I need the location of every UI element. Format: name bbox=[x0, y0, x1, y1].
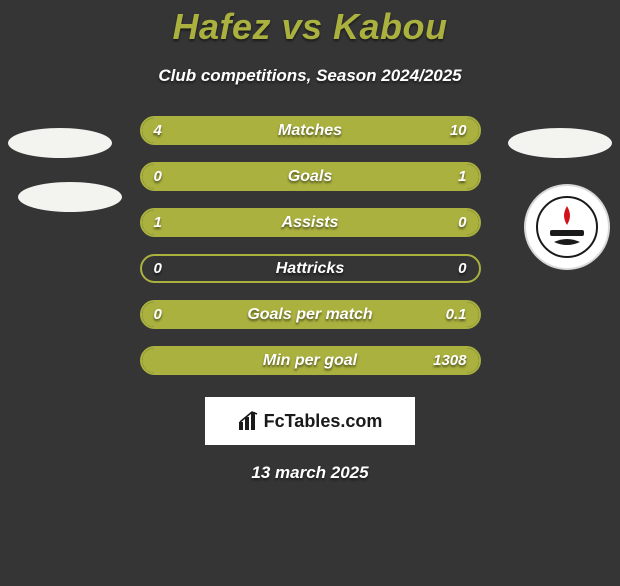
stat-row: 0Hattricks0 bbox=[140, 254, 481, 283]
club-emblem-icon bbox=[536, 196, 598, 258]
player-right-placeholder-1 bbox=[508, 128, 612, 158]
player-left-placeholder-1 bbox=[8, 128, 112, 158]
stat-label: Goals bbox=[142, 164, 479, 189]
stat-value-right: 0.1 bbox=[446, 302, 467, 327]
page-title: Hafez vs Kabou bbox=[0, 6, 620, 48]
bar-chart-icon bbox=[238, 411, 260, 431]
stat-label: Assists bbox=[142, 210, 479, 235]
stat-value-right: 0 bbox=[458, 210, 466, 235]
stat-label: Min per goal bbox=[142, 348, 479, 373]
stat-row: 1Assists0 bbox=[140, 208, 481, 237]
stat-value-right: 1308 bbox=[433, 348, 466, 373]
stat-value-right: 0 bbox=[458, 256, 466, 281]
player-left-placeholder-2 bbox=[18, 182, 122, 212]
stat-label: Hattricks bbox=[142, 256, 479, 281]
club-badge-right bbox=[524, 184, 610, 270]
brand-box: FcTables.com bbox=[205, 397, 415, 445]
comparison-bars: 4Matches100Goals11Assists00Hattricks00Go… bbox=[140, 116, 481, 375]
brand-text: FcTables.com bbox=[264, 411, 383, 432]
stat-label: Matches bbox=[142, 118, 479, 143]
stat-row: Min per goal1308 bbox=[140, 346, 481, 375]
stat-value-right: 10 bbox=[450, 118, 467, 143]
stat-value-right: 1 bbox=[458, 164, 466, 189]
stat-row: 0Goals per match0.1 bbox=[140, 300, 481, 329]
subtitle: Club competitions, Season 2024/2025 bbox=[0, 66, 620, 86]
date-label: 13 march 2025 bbox=[0, 463, 620, 483]
stat-row: 0Goals1 bbox=[140, 162, 481, 191]
stat-label: Goals per match bbox=[142, 302, 479, 327]
stat-row: 4Matches10 bbox=[140, 116, 481, 145]
